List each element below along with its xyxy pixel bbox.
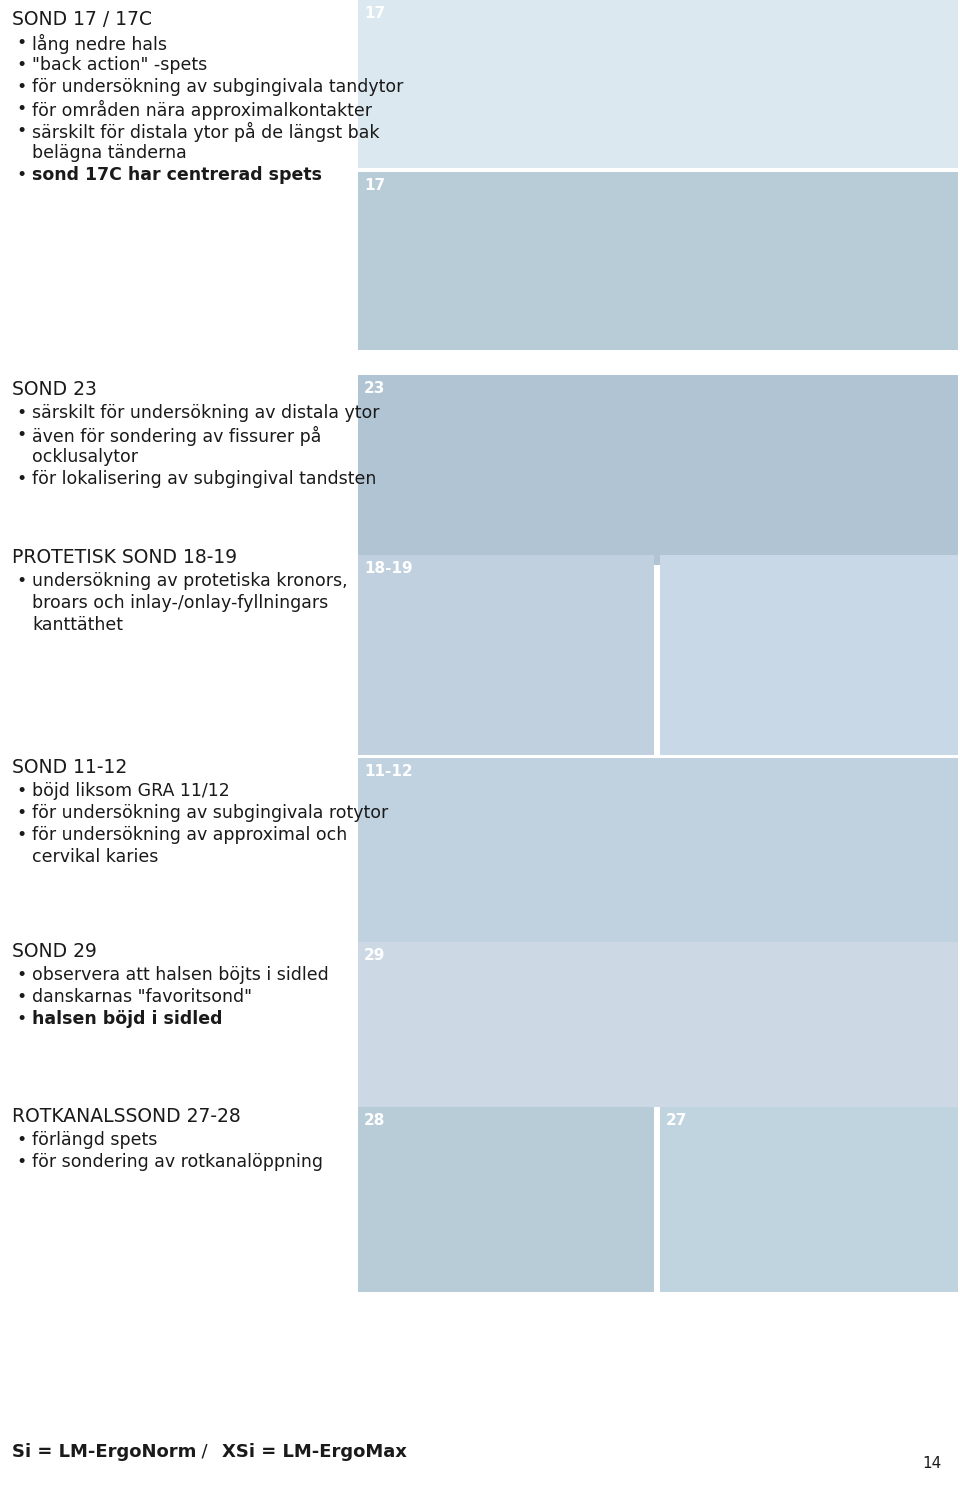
Text: •: • — [16, 122, 26, 140]
Text: för undersökning av approximal och: för undersökning av approximal och — [32, 826, 348, 844]
Text: observera att halsen böjts i sidled: observera att halsen böjts i sidled — [32, 966, 328, 984]
Text: kanttäthet: kanttäthet — [32, 616, 123, 634]
Text: sond 17C har centrerad spets: sond 17C har centrerad spets — [32, 166, 322, 183]
Text: cervikal karies: cervikal karies — [32, 848, 158, 866]
Text: 27: 27 — [666, 1112, 687, 1129]
Text: •: • — [16, 573, 26, 590]
Text: SOND 17 / 17C: SOND 17 / 17C — [12, 10, 152, 28]
Text: •: • — [16, 34, 26, 52]
Bar — [358, 171, 958, 350]
Text: SOND 29: SOND 29 — [12, 942, 97, 962]
Bar — [358, 555, 654, 754]
Text: •: • — [16, 1132, 26, 1150]
Text: även för sondering av fissurer på: även för sondering av fissurer på — [32, 426, 322, 446]
Text: ocklusalytor: ocklusalytor — [32, 447, 138, 467]
Text: 17: 17 — [364, 6, 385, 21]
Text: danskarnas "favoritsond": danskarnas "favoritsond" — [32, 989, 252, 1006]
Text: •: • — [16, 426, 26, 444]
Text: •: • — [16, 804, 26, 822]
Text: 28: 28 — [364, 1112, 385, 1129]
Text: böjd liksom GRA 11/12: böjd liksom GRA 11/12 — [32, 781, 229, 801]
Bar — [660, 555, 958, 754]
Text: SOND 23: SOND 23 — [12, 380, 97, 400]
Text: för lokalisering av subgingival tandsten: för lokalisering av subgingival tandsten — [32, 470, 376, 488]
Text: XSi = LM-ErgoMax: XSi = LM-ErgoMax — [222, 1443, 407, 1461]
Text: SOND 11-12: SOND 11-12 — [12, 757, 128, 777]
Text: •: • — [16, 100, 26, 118]
Text: undersökning av protetiska kronors,: undersökning av protetiska kronors, — [32, 573, 348, 590]
Text: 23: 23 — [364, 382, 385, 397]
Text: 14: 14 — [923, 1457, 942, 1472]
Text: •: • — [16, 166, 26, 183]
Text: särskilt för undersökning av distala ytor: särskilt för undersökning av distala yto… — [32, 404, 379, 422]
Text: för undersökning av subgingivala tandytor: för undersökning av subgingivala tandyto… — [32, 78, 403, 95]
Bar — [358, 942, 958, 1106]
Text: "back action" -spets: "back action" -spets — [32, 57, 207, 75]
Text: •: • — [16, 470, 26, 488]
Text: •: • — [16, 57, 26, 75]
Text: PROTETISK SOND 18-19: PROTETISK SOND 18-19 — [12, 549, 237, 567]
Text: /: / — [190, 1443, 219, 1461]
Text: 18-19: 18-19 — [364, 561, 413, 576]
Text: för områden nära approximalkontakter: för områden nära approximalkontakter — [32, 100, 372, 121]
Text: •: • — [16, 78, 26, 95]
Text: för sondering av rotkanalöppning: för sondering av rotkanalöppning — [32, 1153, 323, 1170]
Text: •: • — [16, 781, 26, 801]
Text: förlängd spets: förlängd spets — [32, 1132, 157, 1150]
Text: •: • — [16, 966, 26, 984]
Text: 17: 17 — [364, 177, 385, 192]
Bar — [358, 1106, 654, 1293]
Text: halsen böjd i sidled: halsen böjd i sidled — [32, 1009, 223, 1027]
Text: •: • — [16, 404, 26, 422]
Text: lång nedre hals: lång nedre hals — [32, 34, 167, 54]
Text: •: • — [16, 989, 26, 1006]
Bar — [660, 1106, 958, 1293]
Bar — [358, 757, 958, 942]
Text: 11-12: 11-12 — [364, 763, 413, 778]
Text: belägna tänderna: belägna tänderna — [32, 145, 187, 163]
Text: ROTKANALSSOND 27-28: ROTKANALSSOND 27-28 — [12, 1106, 241, 1126]
Text: broars och inlay-/onlay-fyllningars: broars och inlay-/onlay-fyllningars — [32, 593, 328, 611]
Text: för undersökning av subgingivala rotytor: för undersökning av subgingivala rotytor — [32, 804, 388, 822]
Text: •: • — [16, 1009, 26, 1027]
Text: •: • — [16, 1153, 26, 1170]
Text: särskilt för distala ytor på de längst bak: särskilt för distala ytor på de längst b… — [32, 122, 379, 142]
Text: •: • — [16, 826, 26, 844]
Bar — [358, 376, 958, 565]
Text: 29: 29 — [364, 948, 385, 963]
Bar — [358, 0, 958, 168]
Text: Si = LM-ErgoNorm: Si = LM-ErgoNorm — [12, 1443, 197, 1461]
